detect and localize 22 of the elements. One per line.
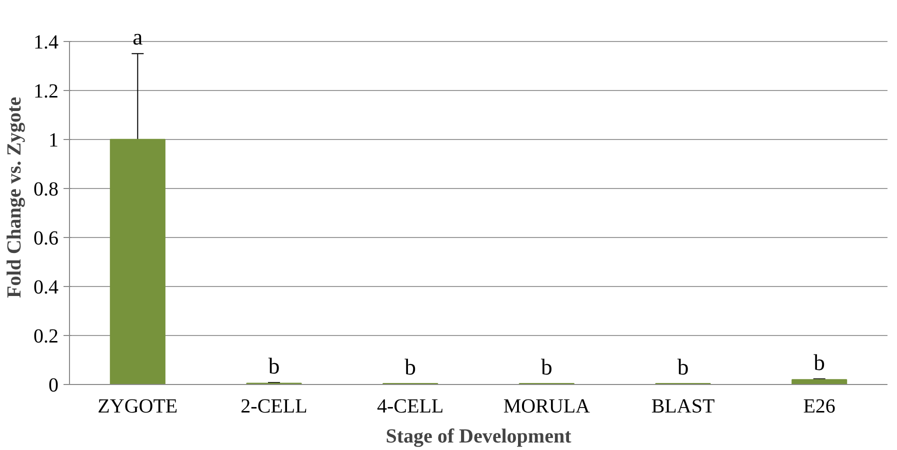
annotation: b xyxy=(814,350,825,375)
annotation: b xyxy=(268,354,280,379)
annotation: b xyxy=(541,354,552,380)
y-tick-label: 1.2 xyxy=(34,80,58,102)
y-tick-label: 0.6 xyxy=(34,227,58,250)
x-axis-title: Stage of Development xyxy=(386,426,572,448)
x-tick-label: 2-CELL xyxy=(240,396,308,418)
y-tick-label: 0.8 xyxy=(34,178,58,200)
x-tick-label: BLAST xyxy=(651,396,715,418)
y-tick-label: 1 xyxy=(48,129,58,152)
x-tick-label: 4-CELL xyxy=(377,396,444,418)
y-tick-label: 1.4 xyxy=(34,31,58,54)
annotation: b xyxy=(404,354,416,380)
x-tick-label: E26 xyxy=(803,396,836,418)
y-tick-label: 0 xyxy=(48,374,58,396)
annotation: a xyxy=(132,24,143,50)
y-axis-title: Fold Change vs. Zygote xyxy=(4,96,26,298)
y-tick-label: 0.2 xyxy=(34,325,58,348)
x-tick-label: ZYGOTE xyxy=(98,396,178,418)
annotation: b xyxy=(677,354,689,380)
x-tick-label: MORULA xyxy=(503,396,591,418)
y-tick-label: 0.4 xyxy=(34,276,58,298)
